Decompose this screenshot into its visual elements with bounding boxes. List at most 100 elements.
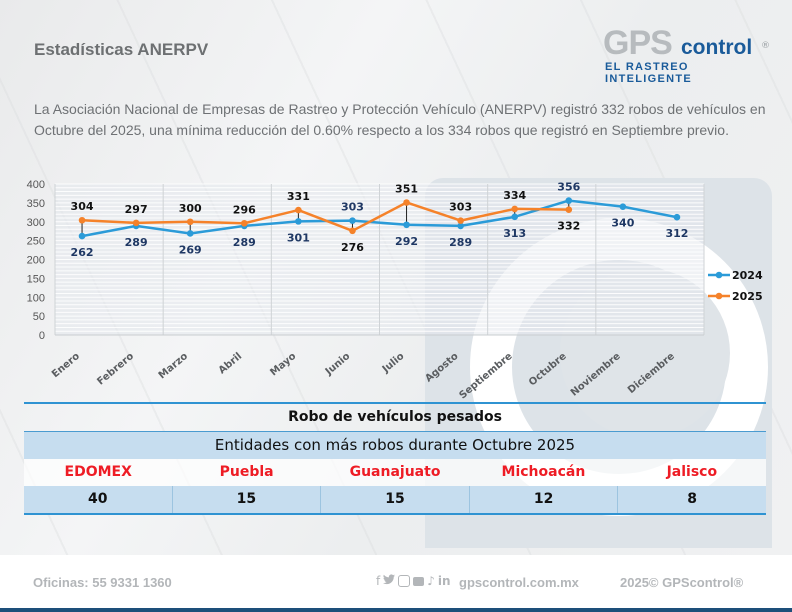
state-value: 15 [171,486,321,513]
footer-phone: Oficinas: 55 9331 1360 [33,575,172,590]
twitter-icon[interactable] [383,574,396,588]
instagram-icon[interactable] [398,575,411,587]
youtube-icon[interactable] [413,576,425,586]
data-label-2024: 356 [557,181,580,194]
linkedin-icon[interactable]: in [437,574,451,588]
data-point-2024 [457,222,464,230]
data-point-2025 [186,218,194,226]
state-value: 8 [617,486,766,513]
state-name: Puebla [172,459,321,486]
data-point-2024 [78,232,86,240]
logo-tagline: EL RASTREO INTELIGENTE [605,61,693,85]
data-point-2025 [457,217,464,224]
logo-gps: GPS [603,24,673,62]
x-tick-label: Febrero [95,351,136,388]
x-tick-label: Noviembre [569,351,623,399]
data-point-2024 [619,203,627,210]
gpscontrol-logo: GPS control ® EL RASTREO INTELIGENTE [603,24,778,85]
state-value: 15 [320,486,469,513]
social-icons: f ♪ in [376,574,451,588]
data-point-2024 [673,213,681,221]
legend-marker-2024 [715,271,723,279]
data-label-2025: 331 [287,190,310,203]
x-tick-label: Diciembre [626,351,677,396]
table-title: Robo de vehículos pesados [24,402,766,431]
data-point-2024 [403,221,410,229]
data-point-2025 [349,227,356,235]
y-tick-label: 150 [27,273,45,285]
legend-label-2025: 2025 [732,290,763,303]
series-line-2024 [81,199,678,238]
y-tick-label: 0 [39,330,45,342]
series-line-2025 [81,201,569,233]
state-name: Jalisco [617,459,767,486]
data-label-2024: 303 [341,201,364,214]
y-tick-label: 50 [33,311,45,323]
x-tick-label: Octubre [527,351,569,389]
data-label-2025: 276 [341,241,364,254]
logo-registered: ® [761,41,770,51]
state-value: 40 [88,491,108,507]
data-label-2025: 334 [503,189,526,202]
footer-copyright: 2025© GPScontrol® [620,575,744,590]
x-tick-label: Marzo [157,351,190,382]
state-name: Guanajuato [320,459,470,486]
data-label-2025: 332 [557,220,580,233]
data-label-2024: 301 [287,231,310,244]
data-point-2025 [132,219,140,227]
data-label-2025: 303 [449,201,472,214]
x-tick-label: Agosto [423,351,460,385]
data-point-2024 [565,197,573,204]
data-point-2025 [511,205,519,213]
data-point-2025 [240,219,248,227]
state-name: EDOMEX [24,459,173,486]
data-point-2025 [78,216,86,224]
data-label-2024: 289 [233,236,256,249]
line-chart: 0 50 100 150 200 250 300 350 400 Enero Febrero Marz… [18,173,770,401]
y-tick-label: 350 [27,198,45,210]
data-point-2024 [295,218,302,225]
data-point-2024 [186,230,194,237]
y-tick-label: 200 [27,255,45,267]
x-tick-label: Mayo [268,351,298,379]
data-label-2025: 300 [179,202,202,215]
data-point-2024 [349,217,356,224]
state-name: Michoacán [469,459,618,486]
data-point-2024 [511,213,519,221]
page-title: Estadísticas ANERPV [34,40,209,59]
footer: Oficinas: 55 9331 1360 f ♪ in gpscontrol… [0,555,792,612]
tiktok-icon[interactable]: ♪ [427,574,435,588]
y-tick-label: 300 [27,217,45,229]
legend-label-2024: 2024 [732,269,763,282]
heavy-vehicle-theft-table: Robo de vehículos pesados Entidades con … [24,402,767,515]
data-label-2024: 262 [71,246,94,259]
data-point-2025 [565,206,573,213]
x-tick-label: Julio [380,351,407,376]
footer-website-link[interactable]: gpscontrol.com.mx [459,575,579,590]
x-tick-label: Enero [50,351,82,380]
data-label-2025: 296 [233,203,256,216]
x-tick-label: Septiembre [457,351,514,402]
data-label-2024: 340 [611,217,634,230]
table-row-values: 40 15 15 12 8 [24,486,766,515]
y-tick-label: 250 [27,236,45,248]
data-point-2025 [295,206,302,214]
data-label-2025: 297 [125,203,148,216]
data-label-2024: 269 [179,243,202,256]
y-tick-label: 100 [27,292,45,304]
logo-control: control [681,36,753,59]
chart-svg: 0 50 100 150 200 250 300 350 400 Enero Febrero Marz… [27,179,763,402]
data-label-2024: 292 [395,235,418,248]
y-tick-label: 400 [27,179,45,191]
legend-marker-2025 [715,292,723,300]
intro-paragraph: La Asociación Nacional de Empresas de Ra… [34,101,766,138]
facebook-icon[interactable]: f [376,574,381,588]
data-label-2025: 351 [395,182,418,195]
x-tick-label: Abril [217,351,245,377]
data-label-2024: 312 [665,227,688,240]
data-label-2024: 313 [503,227,526,240]
footer-bar [0,608,792,612]
table-row-states: EDOMEX Puebla Guanajuato Michoacán Jalis… [24,459,767,486]
table-subtitle: Entidades con más robos durante Octubre … [24,431,766,459]
data-label-2025: 304 [71,200,94,213]
